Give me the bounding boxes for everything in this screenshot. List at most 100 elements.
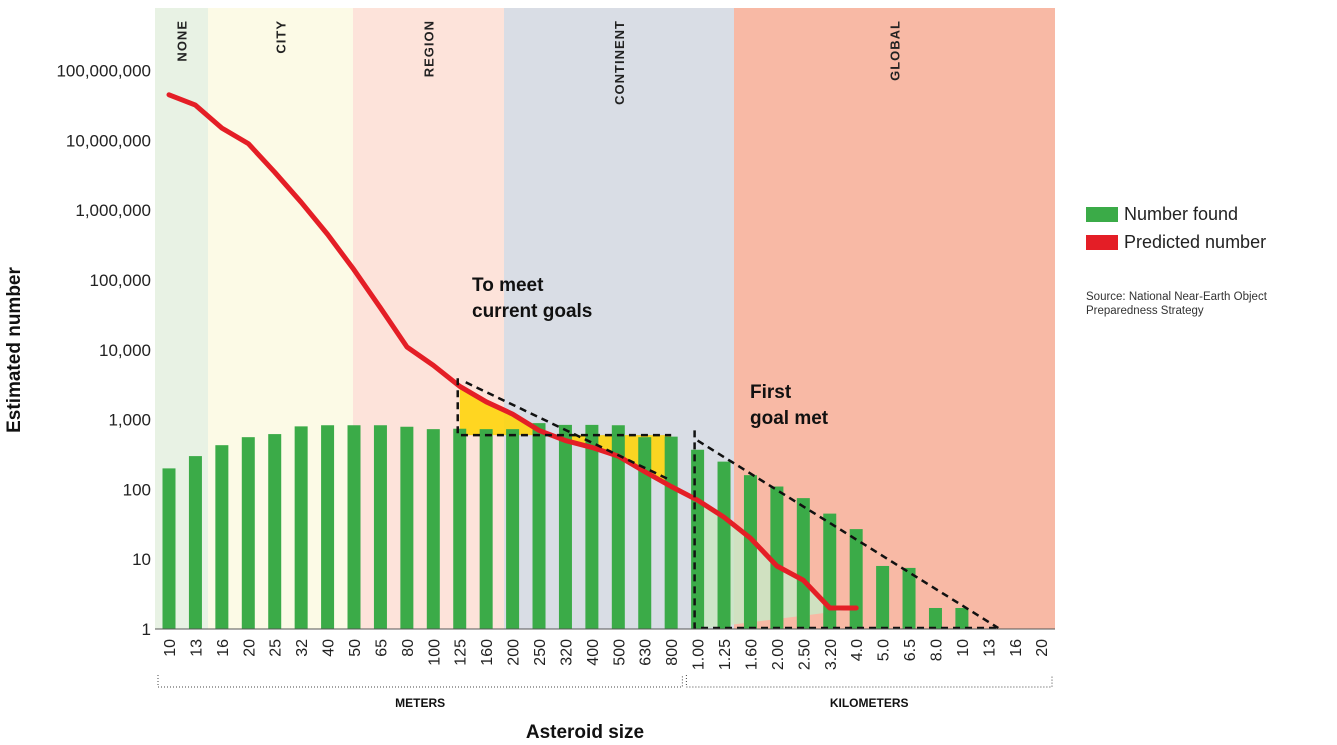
x-tick-label: 6.5 xyxy=(902,639,919,661)
bar-found xyxy=(664,436,678,629)
bar-found xyxy=(294,426,308,629)
bar-found xyxy=(585,424,599,629)
x-tick-label: 13 xyxy=(188,639,205,657)
bar-found xyxy=(770,486,784,629)
bar-found xyxy=(453,428,467,629)
y-axis-title: Estimated number xyxy=(4,267,25,433)
x-tick-label: 20 xyxy=(241,639,258,657)
unit-label-kilometers: KILOMETERS xyxy=(830,696,909,710)
unit-label-meters: METERS xyxy=(395,696,445,710)
bar-found xyxy=(823,513,837,629)
bar-found xyxy=(188,456,202,629)
asteroid-chart: NONE CITY REGION CONTINENT GLOBAL 1 10 100 1,00… xyxy=(4,8,1055,743)
bar-found xyxy=(717,461,731,629)
bar-found xyxy=(611,425,625,629)
x-tick-label: 3.20 xyxy=(823,639,840,670)
bar-found xyxy=(558,424,572,629)
x-tick-label: 13 xyxy=(981,639,998,657)
bar-found xyxy=(796,498,810,629)
bar-found xyxy=(373,425,387,629)
x-tick-label: 800 xyxy=(664,639,681,666)
bar-found xyxy=(638,437,652,629)
bar-found xyxy=(743,475,757,629)
bar-found xyxy=(241,437,255,629)
unit-bracket-meters xyxy=(157,675,683,688)
x-tick-label: 16 xyxy=(1008,639,1025,657)
x-tick-label: 1.25 xyxy=(717,639,734,670)
bar-found xyxy=(902,567,916,629)
x-tick-label: 2.50 xyxy=(796,639,813,670)
x-tick-label: 25 xyxy=(268,639,285,657)
x-tick-label: 32 xyxy=(294,639,311,657)
annotation-current-goals: To meet xyxy=(472,275,544,296)
x-tick-label: 16 xyxy=(215,639,232,657)
first-goal-outline xyxy=(693,430,997,630)
x-tick-label: 200 xyxy=(506,639,523,666)
y-tick-label: 10 xyxy=(132,550,151,569)
y-tick-label: 10,000 xyxy=(99,341,151,360)
bar-found xyxy=(426,429,440,629)
legend-item-predicted: Predicted number xyxy=(1086,228,1266,256)
annotation-first-goal: goal met xyxy=(750,408,829,429)
zone-global xyxy=(734,8,1055,629)
y-tick-label: 100,000 xyxy=(90,271,151,290)
x-tick-label: 20 xyxy=(1034,639,1051,657)
zone-label-global: GLOBAL xyxy=(888,20,903,81)
zone-label-continent: CONTINENT xyxy=(612,20,627,105)
predicted-number-line xyxy=(166,92,859,611)
x-tick-label: 400 xyxy=(585,639,602,666)
bar-found xyxy=(479,429,493,629)
unit-bracket-kilometers xyxy=(685,675,1053,688)
x-tick-label: 8.0 xyxy=(928,639,945,661)
y-tick-label: 10,000,000 xyxy=(66,131,151,150)
bar-found xyxy=(506,429,520,629)
zone-label-city: CITY xyxy=(274,20,289,54)
bar-found xyxy=(215,445,229,629)
x-tick-label: 5.0 xyxy=(876,639,893,661)
x-tick-label: 80 xyxy=(400,639,417,657)
current-goals-slope xyxy=(465,381,672,482)
y-tick-label: 1,000 xyxy=(108,411,151,430)
x-tick-label: 2.00 xyxy=(770,639,787,670)
x-tick-label: 1.60 xyxy=(743,639,760,670)
y-tick-label: 1,000,000 xyxy=(75,201,151,220)
x-tick-label: 40 xyxy=(321,639,338,657)
y-tick-label: 1 xyxy=(142,620,151,639)
bar-found xyxy=(849,529,863,629)
y-tick-label: 100,000,000 xyxy=(56,62,151,81)
x-tick-label: 4.0 xyxy=(849,639,866,661)
annotation-current-goals: current goals xyxy=(472,301,592,322)
bar-found xyxy=(955,607,969,629)
legend-item-found: Number found xyxy=(1086,200,1266,228)
x-tick-label: 65 xyxy=(373,639,390,657)
bar-found xyxy=(347,425,361,629)
zone-label-region: REGION xyxy=(422,20,437,77)
x-tick-label: 125 xyxy=(453,639,470,666)
x-axis-title: Asteroid size xyxy=(526,722,644,743)
bar-found xyxy=(928,607,942,629)
x-tick-label: 160 xyxy=(479,639,496,666)
bar-found xyxy=(691,449,705,629)
legend: Number found Predicted number xyxy=(1086,200,1266,256)
x-tick-label: 500 xyxy=(611,639,628,666)
x-tick-label: 630 xyxy=(638,639,655,666)
bar-found xyxy=(532,423,546,629)
legend-label-predicted: Predicted number xyxy=(1124,231,1267,252)
zone-label-none: NONE xyxy=(175,20,190,62)
x-tick-label: 50 xyxy=(347,639,364,657)
y-tick-label: 100 xyxy=(123,480,151,499)
bar-found xyxy=(162,468,176,629)
x-tick-label: 320 xyxy=(558,639,575,666)
source-note: Source: National Near-Earth Object Prepa… xyxy=(1086,291,1267,317)
x-tick-label: 100 xyxy=(426,639,443,666)
legend-swatch-found xyxy=(1086,206,1118,222)
x-tick-label: 10 xyxy=(955,639,972,657)
current-goals-outline xyxy=(456,378,672,437)
x-tick-label: 250 xyxy=(532,639,549,666)
legend-label-found: Number found xyxy=(1124,203,1239,224)
bar-found xyxy=(876,565,890,629)
legend-swatch-predicted xyxy=(1086,234,1118,250)
bar-found xyxy=(400,426,414,629)
bar-found xyxy=(268,434,282,629)
annotation-first-goal: First xyxy=(750,382,792,403)
